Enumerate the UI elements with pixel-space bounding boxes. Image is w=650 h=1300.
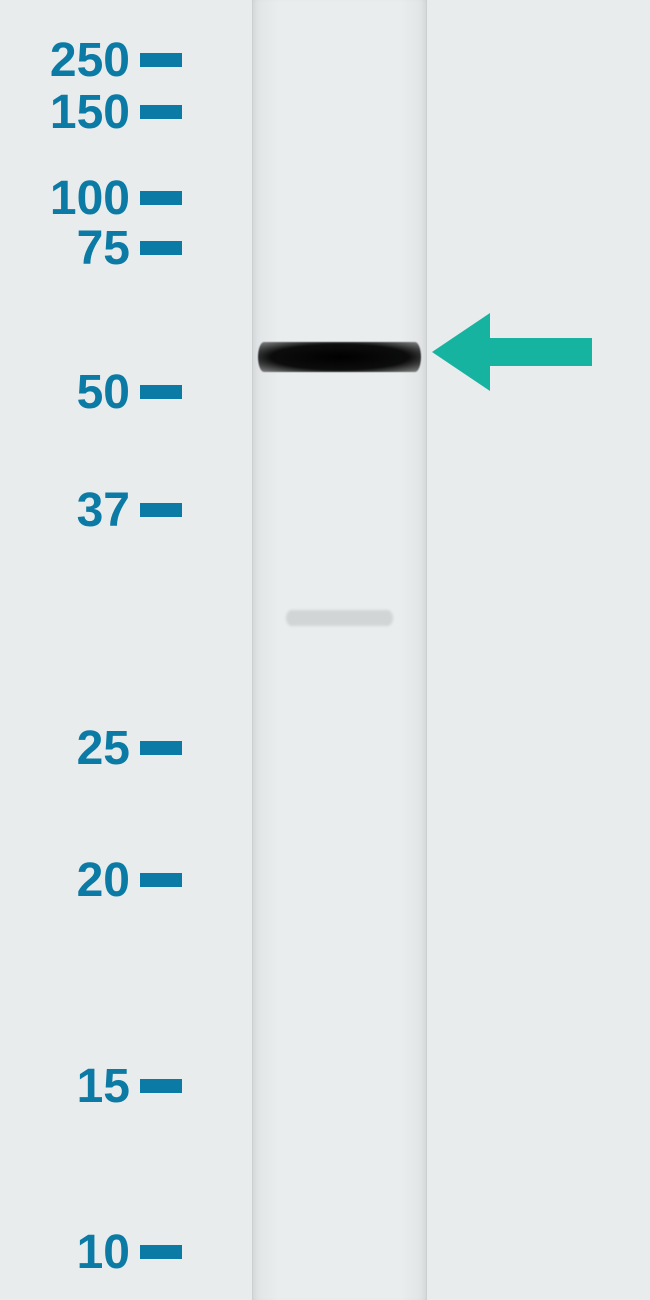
marker-tick [140,191,182,205]
marker-label: 25 [0,721,140,776]
marker-label: 37 [0,483,140,538]
marker-label: 150 [0,85,140,140]
arrow-stem [490,338,592,366]
blot-container: 250 150 100 75 50 37 25 20 15 10 [0,0,650,1300]
marker-tick [140,241,182,255]
marker-100: 100 [0,178,182,218]
marker-150: 150 [0,92,182,132]
marker-tick [140,503,182,517]
marker-75: 75 [0,228,182,268]
marker-label: 250 [0,33,140,88]
marker-label: 100 [0,171,140,226]
marker-tick [140,1079,182,1093]
gel-lane [252,0,427,1300]
marker-tick [140,873,182,887]
marker-label: 15 [0,1059,140,1114]
marker-20: 20 [0,860,182,900]
arrow-head-icon [432,313,490,391]
marker-tick [140,385,182,399]
marker-label: 10 [0,1225,140,1280]
marker-tick [140,1245,182,1259]
marker-label: 50 [0,365,140,420]
pointer-arrow [432,313,592,391]
marker-label: 75 [0,221,140,276]
marker-10: 10 [0,1232,182,1272]
marker-50: 50 [0,372,182,412]
marker-label: 20 [0,853,140,908]
marker-15: 15 [0,1066,182,1106]
marker-25: 25 [0,728,182,768]
marker-tick [140,105,182,119]
faint-band [286,610,393,626]
marker-250: 250 [0,40,182,80]
marker-37: 37 [0,490,182,530]
marker-tick [140,53,182,67]
marker-tick [140,741,182,755]
primary-band [258,342,421,372]
